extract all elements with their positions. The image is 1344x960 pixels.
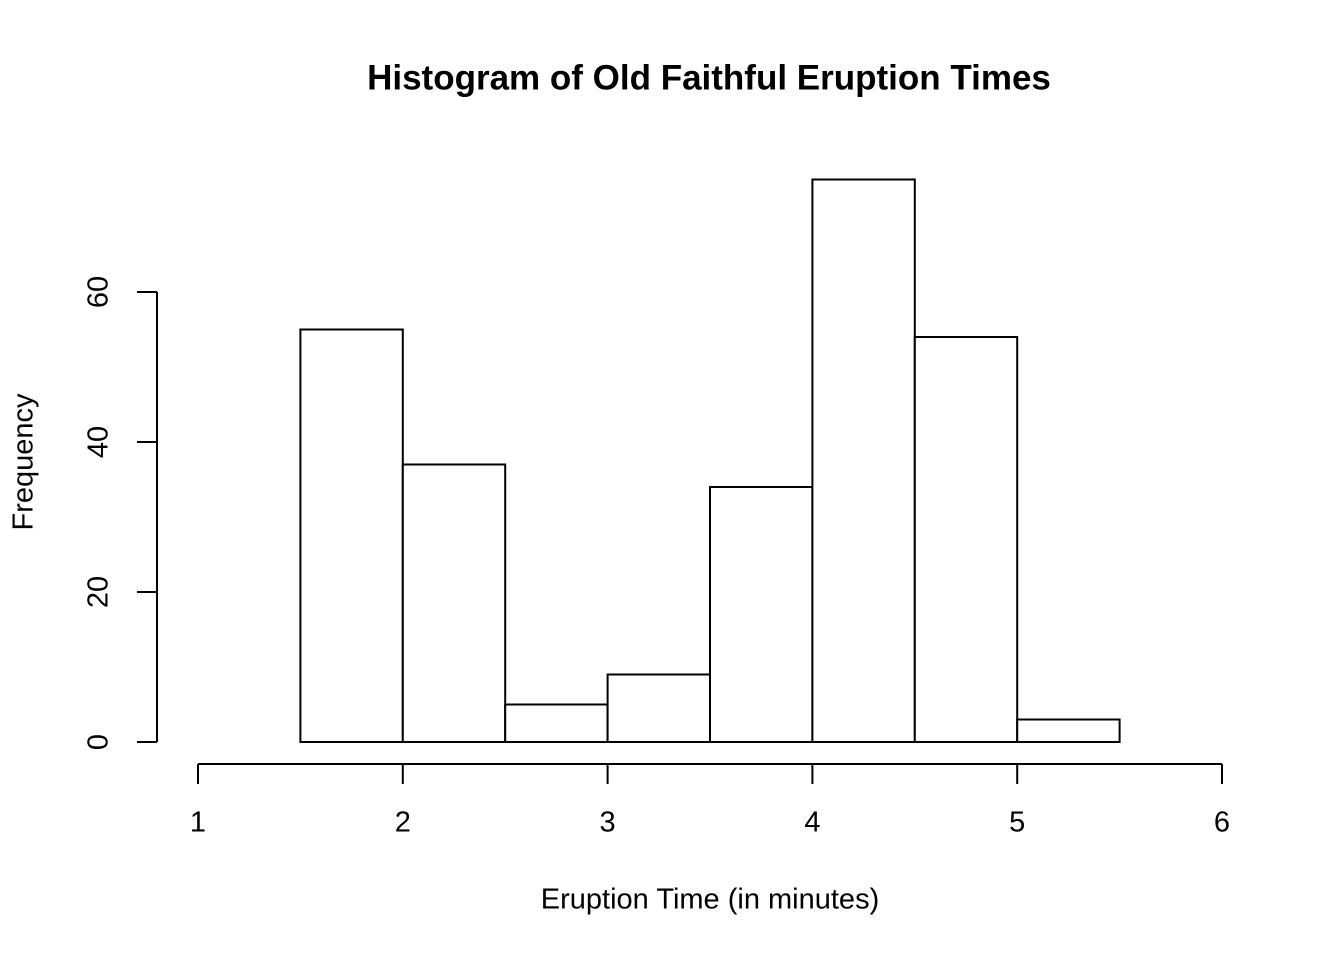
bar [1016, 718, 1121, 743]
bar [913, 336, 1019, 743]
x-tick-label: 2 [395, 807, 411, 839]
bar [504, 703, 609, 743]
y-tick-label: 40 [83, 426, 115, 458]
x-tick-label: 3 [600, 807, 616, 839]
x-tick-label: 6 [1214, 807, 1230, 839]
bar [606, 673, 711, 743]
y-tick-label: 20 [83, 576, 115, 608]
bar [299, 328, 404, 743]
x-axis-label: Eruption Time (in minutes) [541, 884, 879, 916]
y-tick-label: 60 [83, 276, 115, 308]
chart-title: Histogram of Old Faithful Eruption Times [367, 58, 1051, 97]
bar [401, 463, 507, 743]
x-tick-label: 5 [1009, 807, 1025, 839]
y-tick-label: 0 [83, 734, 115, 750]
x-tick-label: 1 [190, 807, 206, 839]
x-tick-label: 4 [804, 807, 820, 839]
bar [709, 486, 814, 743]
bar [811, 178, 916, 743]
y-axis-label: Frequency [8, 393, 40, 531]
